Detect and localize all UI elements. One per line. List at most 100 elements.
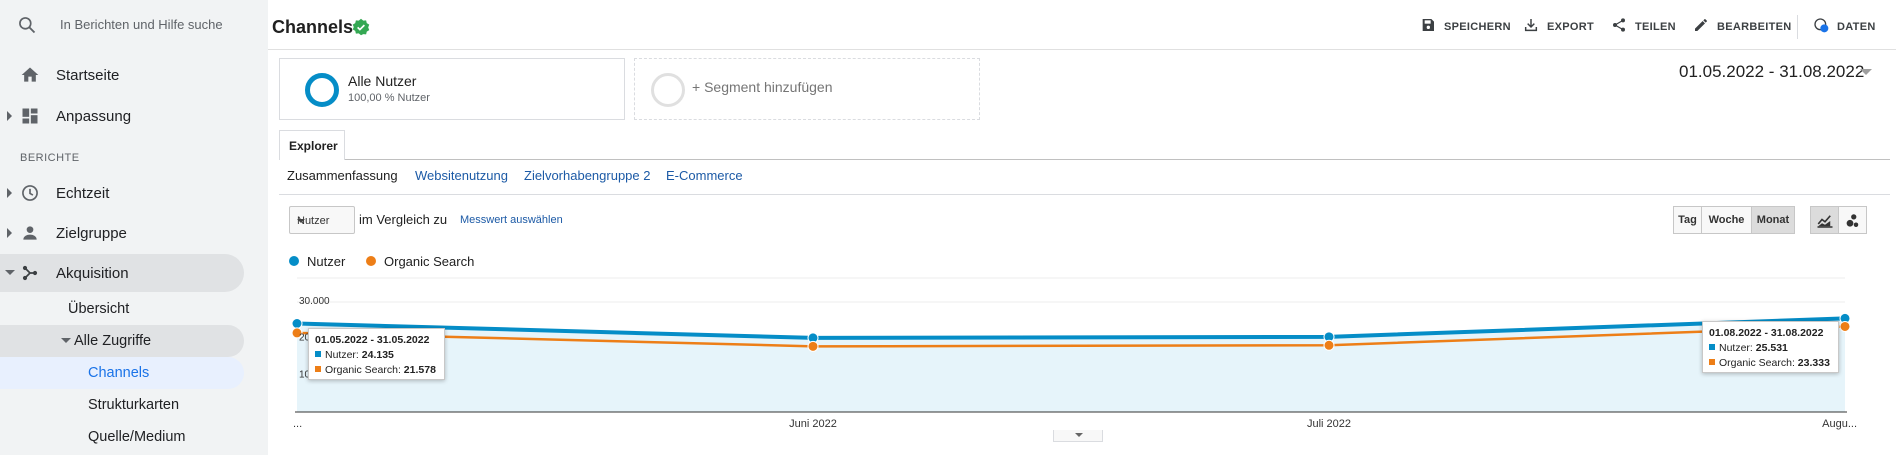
sidebar-item-echtzeit[interactable]: Echtzeit <box>0 174 244 212</box>
tooltip-label: Nutzer: <box>325 349 359 361</box>
add-segment-button[interactable]: + Segment hinzufügen <box>634 58 980 120</box>
tooltip-label: Organic Search: <box>325 364 401 376</box>
legend-dot <box>289 256 299 266</box>
caret-right-icon <box>7 111 12 121</box>
data-point <box>291 318 303 330</box>
series-line-nutzer <box>296 316 1846 340</box>
chevron-down-icon[interactable] <box>1860 69 1872 75</box>
sidebar-item-alle-zugriffe[interactable]: Alle Zugriffe <box>0 325 244 357</box>
sidebar-item-anpassung[interactable]: Anpassung <box>0 97 244 135</box>
sidebar-item-quelle-medium[interactable]: Quelle/Medium <box>0 421 244 453</box>
period-monat-button[interactable]: Monat <box>1751 206 1795 234</box>
tooltip-swatch <box>315 366 321 372</box>
data-point <box>1839 312 1851 324</box>
section-label-berichte: BERICHTE <box>20 152 80 164</box>
segment-subtitle: 100,00 % Nutzer <box>348 92 430 104</box>
tooltip-value: 24.135 <box>361 349 394 361</box>
tooltip-value: 21.578 <box>403 364 436 376</box>
verified-check-icon <box>352 18 370 36</box>
sidebar: In Berichten und Hilfe suche Startseite … <box>0 0 268 455</box>
date-range-picker[interactable]: 01.05.2022 - 31.08.2022 <box>1679 62 1865 81</box>
tab-explorer-label: Explorer <box>289 139 338 153</box>
sidebar-item-strukturkarten[interactable]: Strukturkarten <box>0 389 244 421</box>
caret-right-icon <box>7 228 12 238</box>
sidebar-item-label: Akquisition <box>56 265 129 282</box>
sidebar-item-label: Startseite <box>56 67 120 84</box>
data-point <box>1839 320 1851 332</box>
sidebar-item-uebersicht[interactable]: Übersicht <box>0 293 244 325</box>
share-icon <box>1613 18 1625 32</box>
data-point <box>291 327 303 339</box>
report-header: Channels SPEICHERN EXPORT TEILEN BEARBEI… <box>268 0 1896 50</box>
save-label: SPEICHERN <box>1444 21 1511 33</box>
dropdown-arrow-icon <box>297 219 305 223</box>
line-chart-view-button[interactable] <box>1810 206 1839 234</box>
line-chart-icon <box>1817 215 1833 228</box>
legend-label: Organic Search <box>384 254 475 269</box>
segment-all-users[interactable]: Alle Nutzer 100,00 % Nutzer <box>279 58 625 120</box>
caret-down-icon <box>61 338 71 343</box>
sidebar-item-label: Anpassung <box>56 108 132 125</box>
tooltip-value: 23.333 <box>1797 357 1830 369</box>
period-tag-button[interactable]: Tag <box>1673 206 1702 234</box>
x-tick-label: Juli 2022 <box>1307 418 1351 430</box>
tooltip-title: 01.08.2022 - 31.08.2022 <box>1709 327 1824 339</box>
segment-placeholder-ring-icon <box>651 73 685 107</box>
chart-expand-handle[interactable] <box>1053 430 1103 442</box>
sidebar-item-label: Zielgruppe <box>56 225 127 242</box>
bubble-chart-icon <box>1846 214 1859 227</box>
save-icon <box>1422 19 1434 31</box>
motion-chart-view-button[interactable] <box>1838 206 1867 234</box>
legend-label: Nutzer <box>307 254 346 269</box>
clock-icon <box>22 185 38 201</box>
data-point <box>807 340 819 352</box>
home-icon <box>21 67 39 82</box>
series-line-organic-search <box>296 325 1846 348</box>
sidebar-item-label: Übersicht <box>68 301 130 317</box>
data-point <box>1323 331 1335 343</box>
area-nutzer <box>297 318 1845 412</box>
chart-tooltip-mai: 01.05.2022 - 31.05.2022 Nutzer: 24.135 O… <box>308 328 445 380</box>
sidebar-item-channels[interactable]: Channels <box>0 357 244 389</box>
person-icon <box>23 226 37 240</box>
subtab-websitenutzung[interactable]: Websitenutzung <box>415 168 508 183</box>
segment-ring-icon <box>305 73 339 107</box>
data-insights-label: DATEN <box>1837 21 1876 33</box>
compare-label: im Vergleich zu <box>359 212 448 227</box>
search-icon <box>19 17 36 34</box>
acquisition-icon <box>22 265 38 281</box>
legend-dot <box>366 256 376 266</box>
tooltip-value: 25.531 <box>1755 342 1788 354</box>
x-tick-label: Augu... <box>1822 418 1857 430</box>
tab-divider <box>279 159 1890 160</box>
search-input[interactable]: In Berichten und Hilfe suche <box>60 17 223 32</box>
y-tick-label: 30.000 <box>299 296 330 307</box>
sidebar-item-label: Channels <box>88 365 150 381</box>
download-icon <box>1524 19 1538 32</box>
tooltip-row-nutzer: Nutzer: 24.135 <box>315 349 394 361</box>
chart-tooltip-august: 01.08.2022 - 31.08.2022 Nutzer: 25.531 O… <box>1702 321 1839 373</box>
subtab-zusammenfassung[interactable]: Zusammenfassung <box>287 168 398 183</box>
export-label: EXPORT <box>1547 21 1595 33</box>
select-metric-link[interactable]: Messwert auswählen <box>460 214 563 226</box>
tooltip-row-organic: Organic Search: 23.333 <box>1709 357 1830 369</box>
edit-label: BEARBEITEN <box>1717 21 1792 33</box>
data-point <box>807 332 819 344</box>
sidebar-item-label: Quelle/Medium <box>88 429 186 445</box>
tooltip-label: Organic Search: <box>1719 357 1795 369</box>
sidebar-item-zielgruppe[interactable]: Zielgruppe <box>0 214 244 252</box>
period-woche-button[interactable]: Woche <box>1701 206 1752 234</box>
tab-explorer[interactable]: Explorer <box>279 130 345 160</box>
sidebar-item-label: Strukturkarten <box>88 397 180 413</box>
sidebar-item-akquisition[interactable]: Akquisition <box>0 254 244 292</box>
subtab-e-commerce[interactable]: E-Commerce <box>666 168 743 183</box>
segment-title: Alle Nutzer <box>348 73 417 89</box>
tooltip-label: Nutzer: <box>1719 342 1753 354</box>
subtab-zielvorhabengruppe-2[interactable]: Zielvorhabengruppe 2 <box>524 168 651 183</box>
search-bar[interactable]: In Berichten und Hilfe suche <box>0 0 268 50</box>
caret-right-icon <box>7 188 12 198</box>
x-tick-label: Juni 2022 <box>789 418 837 430</box>
sidebar-item-startseite[interactable]: Startseite <box>0 56 244 94</box>
metric-select[interactable]: Nutzer <box>289 206 355 234</box>
tooltip-swatch <box>1709 344 1715 350</box>
